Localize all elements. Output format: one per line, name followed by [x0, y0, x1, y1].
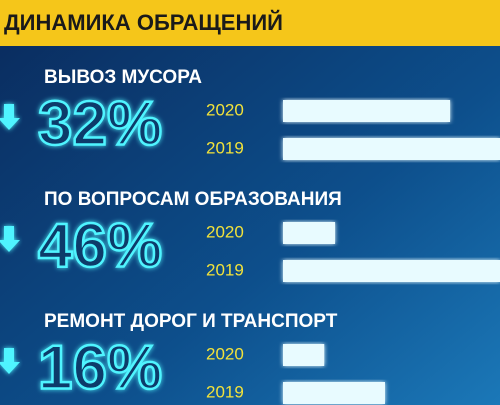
bar — [283, 100, 451, 122]
section-title: ПО ВОПРОСАМ ОБРАЗОВАНИЯ — [44, 189, 342, 210]
down-arrow — [0, 104, 20, 130]
arrows — [0, 104, 20, 374]
bar — [283, 382, 385, 404]
year-label: 2019 — [206, 382, 244, 401]
bar — [283, 260, 500, 282]
header-title: ДИНАМИКА ОБРАЩЕНИЙ — [4, 10, 283, 35]
percent-change: 16% — [38, 333, 162, 402]
down-arrow — [0, 348, 20, 374]
section-title: ВЫВОЗ МУСОРА — [44, 67, 202, 88]
year-label: 2019 — [206, 260, 244, 279]
bar — [283, 222, 336, 244]
section-title: РЕМОНТ ДОРОГ И ТРАНСПОРТ — [44, 311, 338, 332]
down-arrow — [0, 226, 20, 252]
year-label: 2020 — [206, 344, 244, 363]
year-label: 2020 — [206, 222, 244, 241]
percent-change: 46% — [38, 211, 162, 280]
year-label: 2020 — [206, 100, 244, 119]
year-label: 2019 — [206, 138, 244, 157]
percent-change: 32% — [38, 89, 162, 158]
bar — [283, 138, 500, 160]
header-band — [0, 0, 500, 46]
bar — [283, 344, 325, 366]
